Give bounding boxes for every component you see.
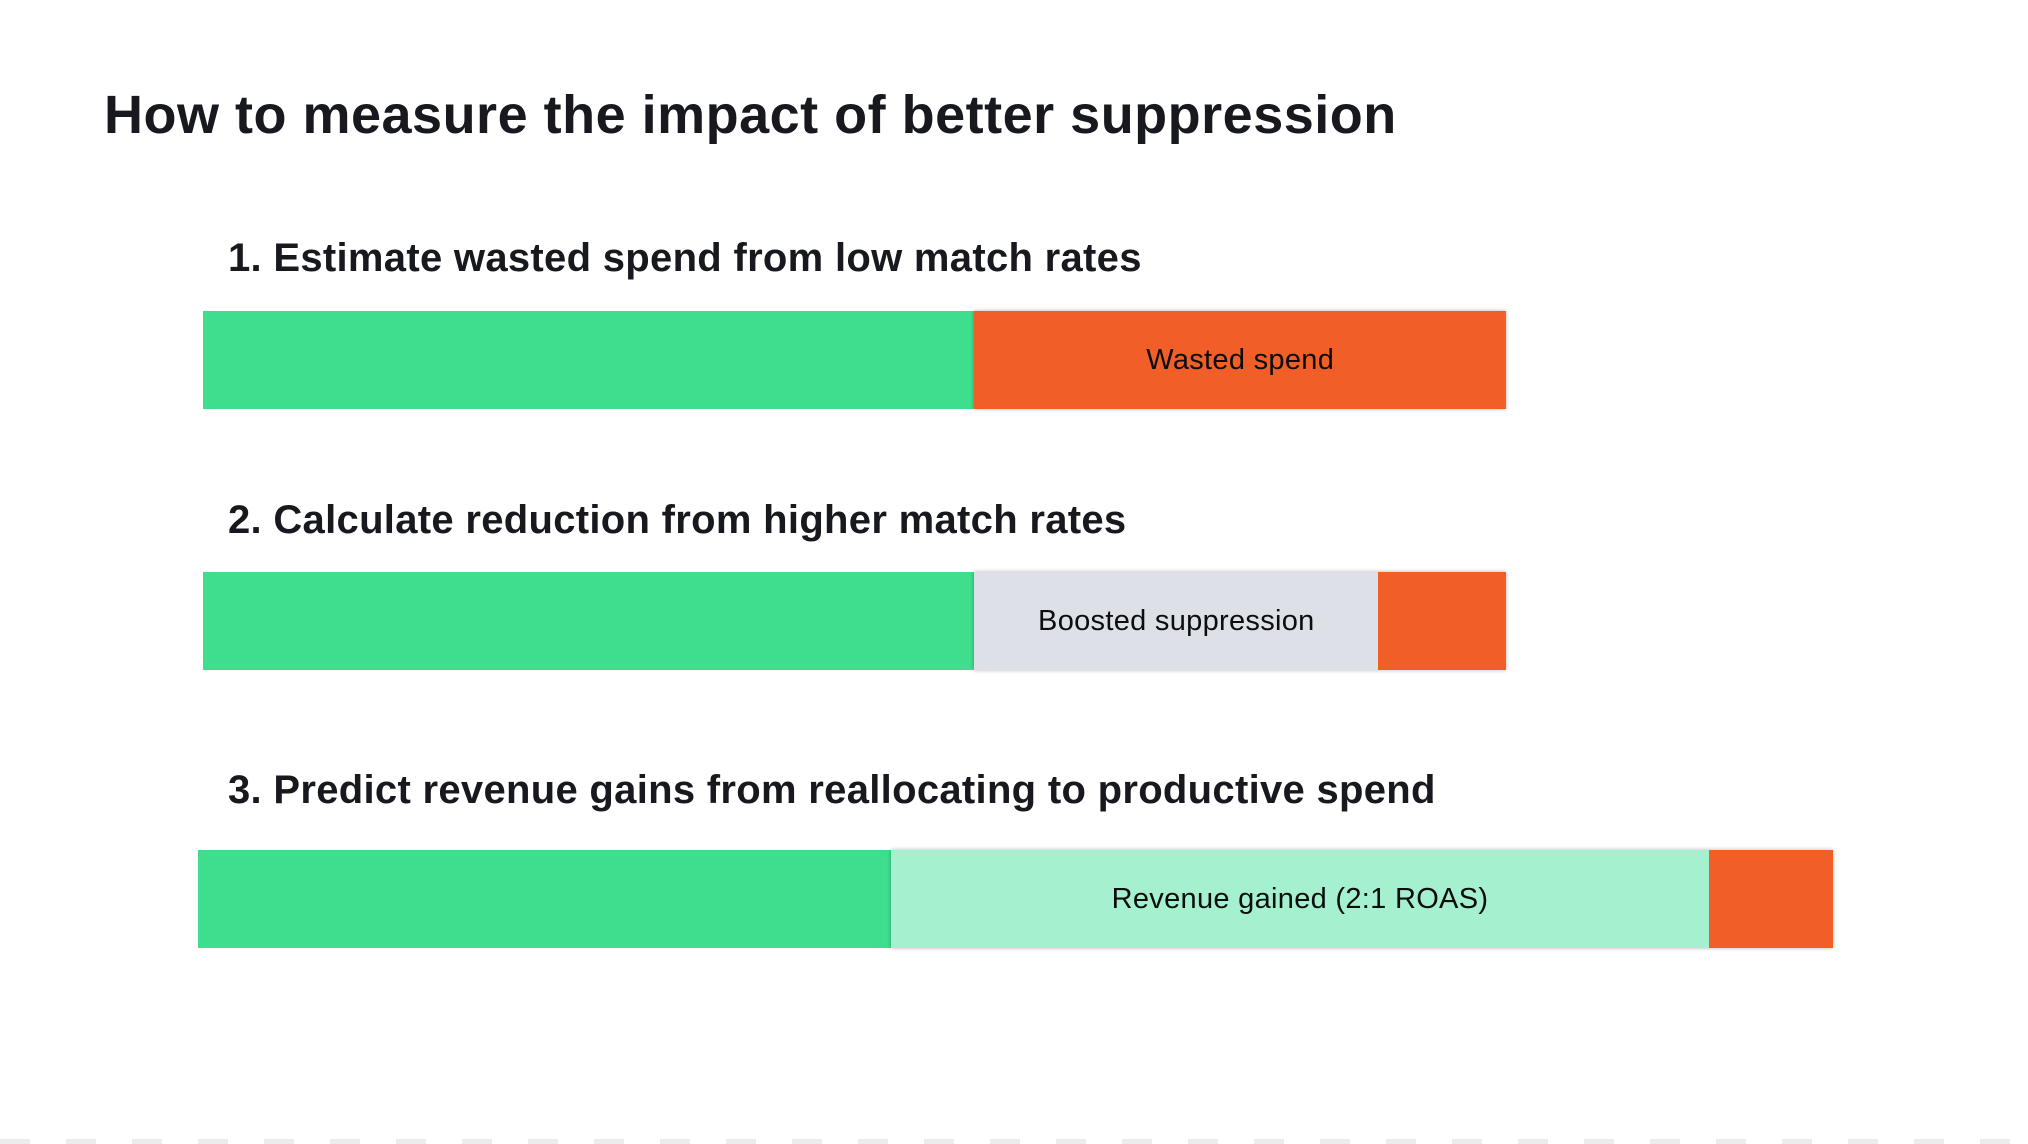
step-1-base-segment <box>203 311 975 409</box>
step-2-segment-remaining-orange <box>1378 572 1506 670</box>
bottom-dashed-border <box>0 1139 2028 1144</box>
step-2-segment-boosted-suppression: Boosted suppression <box>974 572 1379 670</box>
step-1-heading: 1. Estimate wasted spend from low match … <box>228 236 1142 280</box>
step-2-bar: Boosted suppression <box>203 572 1506 670</box>
step-2-segment-label: Boosted suppression <box>1038 604 1315 637</box>
step-2-base-segment <box>203 572 975 670</box>
step-3-bar: Revenue gained (2:1 ROAS) <box>198 850 1833 948</box>
step-2-overlay-segments: Boosted suppression <box>974 572 1506 670</box>
step-3-segment-label: Revenue gained (2:1 ROAS) <box>1111 882 1489 915</box>
step-1-overlay-segments: Wasted spend <box>974 311 1506 409</box>
step-1-segment-wasted-spend: Wasted spend <box>974 311 1506 409</box>
step-1-bar: Wasted spend <box>203 311 1506 409</box>
step-2-heading: 2. Calculate reduction from higher match… <box>228 498 1127 542</box>
step-3-overlay-segments: Revenue gained (2:1 ROAS) <box>891 850 1833 948</box>
step-3-heading: 3. Predict revenue gains from reallocati… <box>228 768 1436 812</box>
step-1-segment-label: Wasted spend <box>1146 343 1335 376</box>
step-3-segment-remaining-orange <box>1708 850 1833 948</box>
step-3-segment-revenue-gained: Revenue gained (2:1 ROAS) <box>891 850 1709 948</box>
step-3-base-segment <box>198 850 892 948</box>
page-title: How to measure the impact of better supp… <box>104 85 1397 145</box>
